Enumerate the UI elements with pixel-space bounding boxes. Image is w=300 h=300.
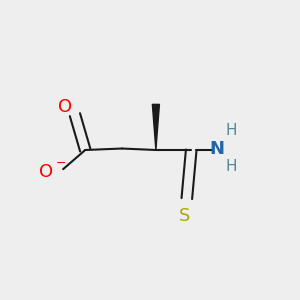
Text: S: S xyxy=(178,207,190,225)
Text: N: N xyxy=(210,140,225,158)
Polygon shape xyxy=(152,104,159,150)
Text: H: H xyxy=(226,123,238,138)
Text: H: H xyxy=(226,159,238,174)
Text: −: − xyxy=(56,157,67,170)
Text: O: O xyxy=(58,98,72,116)
Text: O: O xyxy=(39,163,53,181)
